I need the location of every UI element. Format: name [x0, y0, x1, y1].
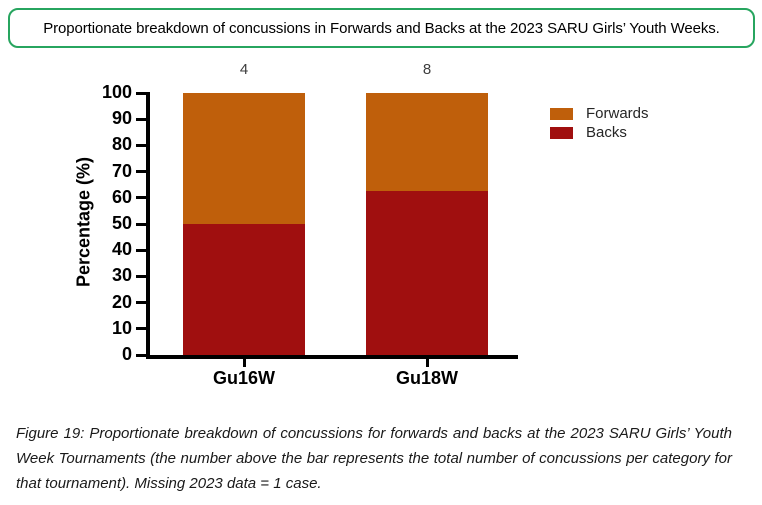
y-axis-tick-label: 10: [111, 317, 132, 338]
y-axis-tick: [136, 91, 146, 95]
y-axis-tick-label: 0: [121, 344, 132, 364]
y-axis-tick-label: 80: [111, 134, 132, 155]
y-axis-tick: [136, 143, 146, 147]
y-axis-tick-label: 20: [111, 291, 132, 312]
y-axis-tick-label: 60: [111, 186, 132, 207]
y-axis-tick: [136, 301, 146, 305]
x-axis-tick: [242, 359, 246, 367]
y-axis-tick: [136, 248, 146, 252]
x-axis-tick: [425, 359, 429, 367]
legend-row: Backs: [550, 123, 649, 142]
x-axis-tick-label: Gu18W: [395, 368, 458, 388]
x-axis-line: [146, 355, 518, 359]
y-axis-tick: [136, 222, 146, 226]
y-axis-tick-label: 50: [111, 213, 132, 233]
x-axis-tick-label: Gu16W: [212, 368, 275, 388]
legend-row: Forwards: [550, 104, 649, 123]
legend-label: Forwards: [586, 105, 649, 122]
y-axis-tick-label: 40: [111, 239, 132, 260]
figure-title-box: Proportionate breakdown of concussions i…: [8, 8, 755, 48]
y-axis-tick: [136, 170, 146, 174]
legend-swatch-backs: [550, 126, 573, 139]
y-axis-tick-label: 100: [101, 82, 132, 102]
y-axis-tick: [136, 327, 146, 331]
y-axis-tick-label: 30: [111, 265, 132, 286]
y-axis-line: [146, 92, 150, 359]
bar-segment-forwards: [366, 93, 488, 192]
y-axis-tick: [136, 117, 146, 121]
bar-segment-backs: [366, 191, 488, 355]
legend-swatch-forwards: [550, 107, 573, 120]
y-axis-tick: [136, 196, 146, 200]
bar-total-label: 8: [422, 61, 432, 78]
bar-total-label: 4: [239, 61, 249, 78]
figure-caption: Figure 19: Proportionate breakdown of co…: [16, 425, 732, 492]
bar-segment-backs: [183, 224, 305, 355]
chart-legend: Forwards Backs: [550, 104, 649, 142]
legend-label: Backs: [586, 124, 627, 141]
y-axis-tick: [136, 274, 146, 278]
y-axis-tick-label: 70: [111, 160, 132, 181]
bar-segment-forwards: [183, 93, 305, 224]
y-axis-tick-label: 90: [111, 108, 132, 129]
y-axis-tick: [136, 353, 146, 357]
